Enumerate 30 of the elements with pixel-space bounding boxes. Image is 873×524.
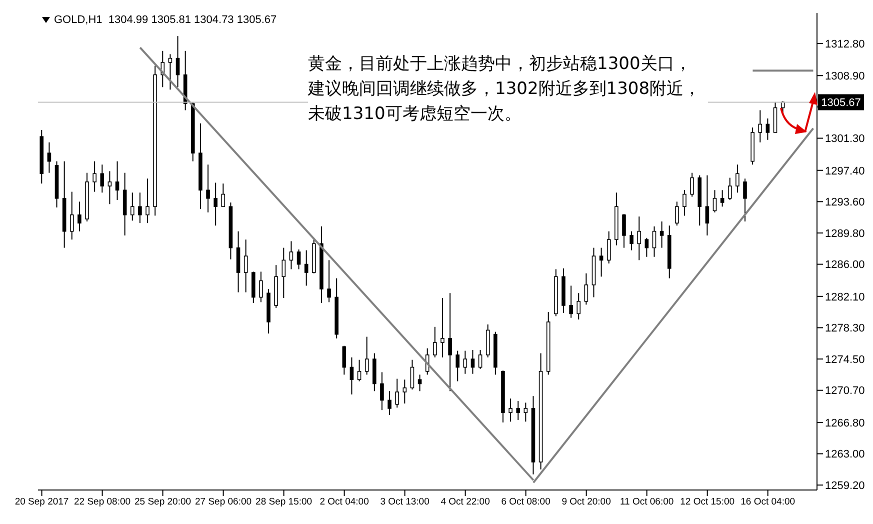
x-tick-label: 11 Oct 06:00 (620, 496, 674, 508)
x-tick-label: 28 Sep 15:00 (256, 496, 312, 508)
y-tick-label: 1263.00 (825, 448, 865, 461)
annotation: 黄金，目前处于上涨趋势中，初步站稳1300关口，建议晚间回调继续做多，1302附近多到1308附近，未破1310可考虑短空一次。 (308, 52, 708, 127)
x-tick-label: 12 Oct 15:00 (680, 496, 735, 508)
y-tick-label: 1282.10 (825, 291, 865, 304)
x-tick-label: 4 Oct 22:00 (440, 496, 490, 508)
y-tick-label: 1286.00 (825, 259, 865, 272)
x-tick-label: 3 Oct 13:00 (380, 496, 430, 508)
x-tick-label: 2 Oct 04:00 (320, 496, 369, 508)
y-tick-label: 1297.40 (825, 165, 865, 178)
y-tick-label: 1289.80 (825, 228, 865, 240)
x-tick-label: 25 Sep 20:00 (134, 496, 192, 508)
y-tick-label: 1278.30 (825, 322, 865, 335)
y-tick-label: 1270.70 (825, 385, 865, 398)
x-tick-label: 6 Oct 08:00 (501, 496, 550, 508)
chart-title: GOLD,H1 1304.99 1305.81 1304.73 1305.67 (54, 14, 277, 26)
y-tick-label: 1259.20 (825, 480, 865, 492)
y-tick-label: 1266.80 (825, 417, 865, 430)
ref-line-label: 1305.67 (821, 97, 861, 110)
y-tick-label: 1308.90 (825, 70, 865, 83)
y-tick-label: 1301.30 (825, 133, 865, 146)
x-tick-label: 27 Sep 06:00 (195, 496, 252, 508)
y-tick-label: 1312.80 (825, 38, 865, 50)
x-tick-label: 20 Sep 2017 (14, 496, 69, 508)
x-tick-label: 16 Oct 04:00 (740, 496, 796, 508)
x-tick-label: 9 Oct 20:00 (562, 496, 611, 508)
y-tick-label: 1274.50 (825, 354, 865, 366)
x-tick-label: 22 Sep 08:00 (74, 496, 131, 508)
y-tick-label: 1293.60 (825, 196, 865, 209)
